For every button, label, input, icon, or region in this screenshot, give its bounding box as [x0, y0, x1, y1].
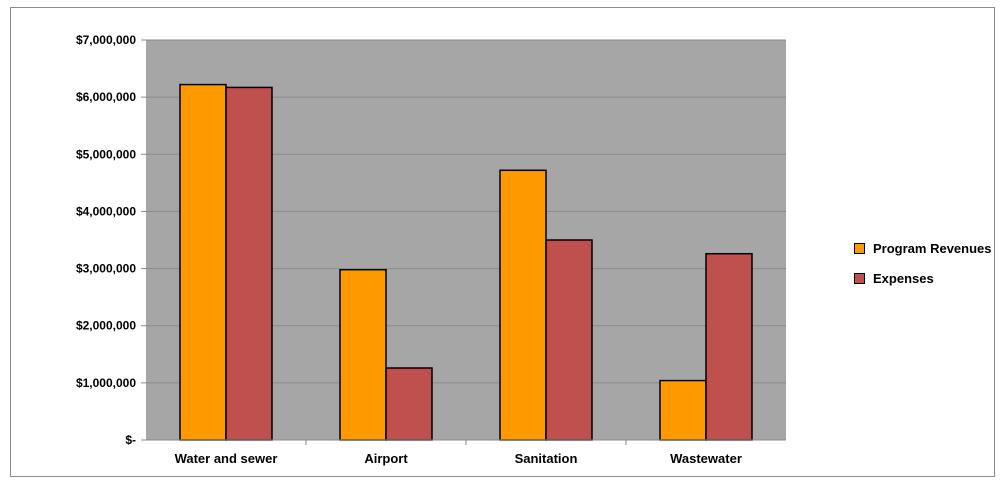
legend-label-expenses: Expenses: [873, 270, 934, 286]
y-tick-label: $1,000,000: [76, 376, 136, 390]
y-tick-label: $6,000,000: [76, 90, 136, 104]
y-tick-label: $3,000,000: [76, 262, 136, 276]
x-axis-tick-labels: Water and sewer Airport Sanitation Wastewat…: [175, 440, 742, 466]
bar-expenses: [705, 252, 753, 441]
y-tick-label: $2,000,000: [76, 319, 136, 333]
y-tick-label: $5,000,000: [76, 147, 136, 161]
legend-swatch-program-revenues: [854, 242, 865, 254]
bars: [179, 83, 753, 441]
bar-program-revenues: [179, 83, 227, 441]
x-tick-label: Wastewater: [670, 451, 742, 466]
legend-item-program-revenues: Program Revenues: [854, 238, 992, 258]
chart-area: $- $1,000,000 $2,000,000 $3,000,000 $4,000,0…: [10, 7, 995, 477]
y-tick-label: $-: [125, 433, 136, 447]
y-axis-tick-labels: $- $1,000,000 $2,000,000 $3,000,000 $4,000,0…: [76, 33, 136, 447]
bar-program-revenues: [499, 169, 547, 441]
x-tick-label: Airport: [364, 451, 408, 466]
y-tick-label: $4,000,000: [76, 204, 136, 218]
bar-chart: $- $1,000,000 $2,000,000 $3,000,000 $4,000,0…: [76, 33, 786, 466]
legend: Program Revenues Expenses: [854, 238, 992, 298]
legend-swatch-expenses: [854, 272, 865, 284]
y-tick-label: $7,000,000: [76, 33, 136, 47]
legend-item-expenses: Expenses: [854, 268, 992, 288]
bar-program-revenues: [659, 379, 707, 441]
bar-expenses: [385, 367, 433, 441]
bar-expenses: [225, 86, 273, 441]
x-tick-label: Water and sewer: [175, 451, 278, 466]
legend-label-program-revenues: Program Revenues: [873, 240, 992, 256]
bar-expenses: [545, 239, 593, 441]
x-tick-label: Sanitation: [515, 451, 578, 466]
bar-program-revenues: [339, 268, 387, 441]
